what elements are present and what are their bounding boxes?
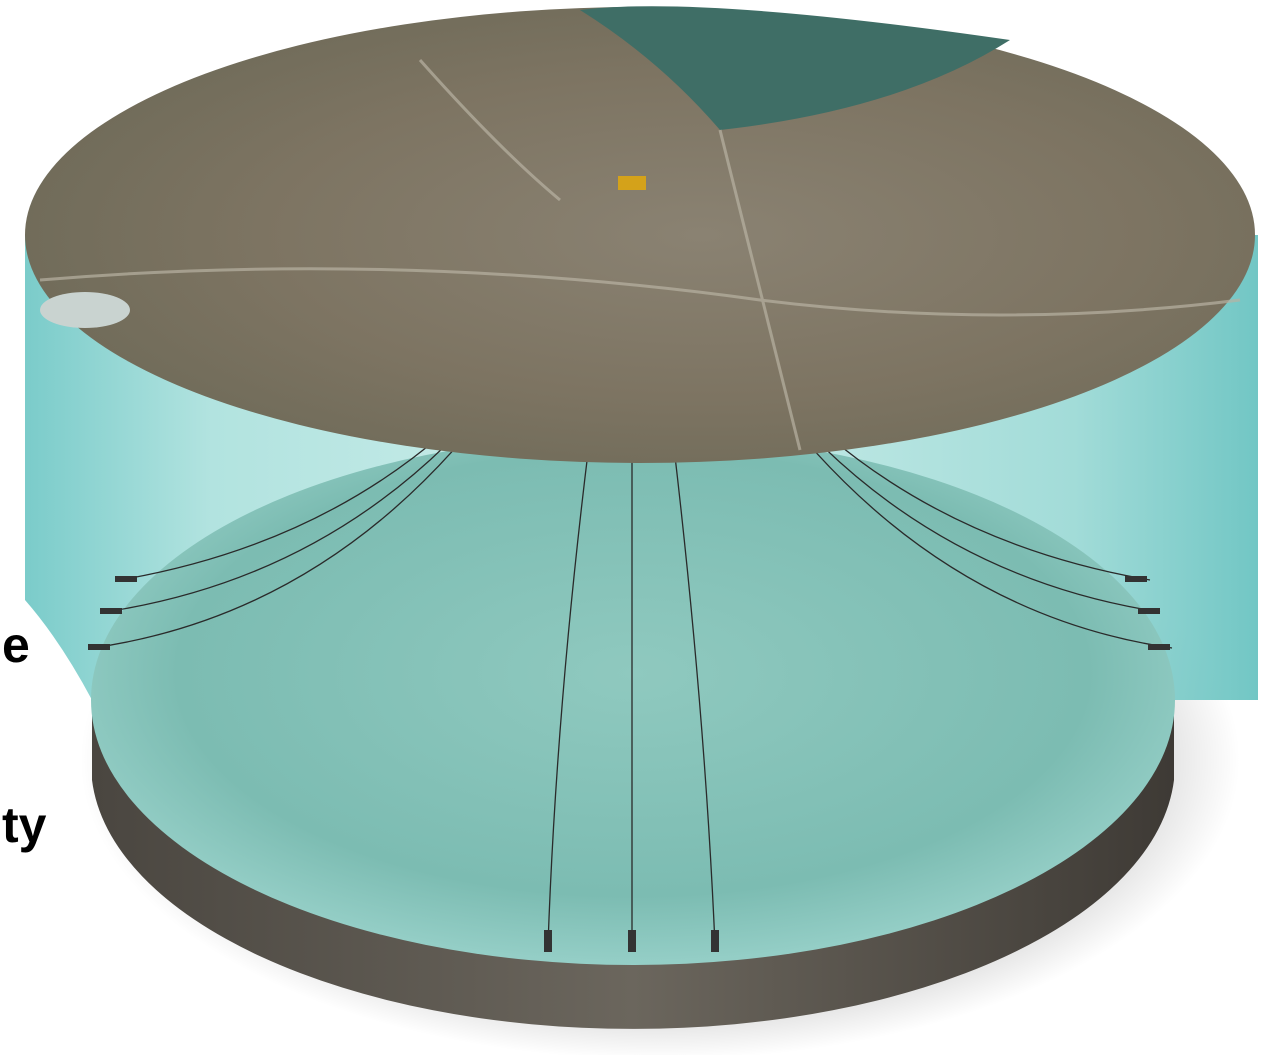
soil-layer bbox=[92, 700, 1174, 1029]
stadium bbox=[40, 292, 130, 328]
seabed bbox=[91, 435, 1175, 965]
scene bbox=[25, 6, 1258, 1055]
bay bbox=[580, 6, 1010, 130]
caption-fragment: ty bbox=[2, 797, 47, 853]
caption-fragment: e bbox=[2, 617, 30, 673]
anchors bbox=[88, 576, 1170, 952]
platform bbox=[618, 176, 646, 190]
city-surface bbox=[25, 7, 1255, 463]
roads bbox=[39, 59, 1241, 451]
